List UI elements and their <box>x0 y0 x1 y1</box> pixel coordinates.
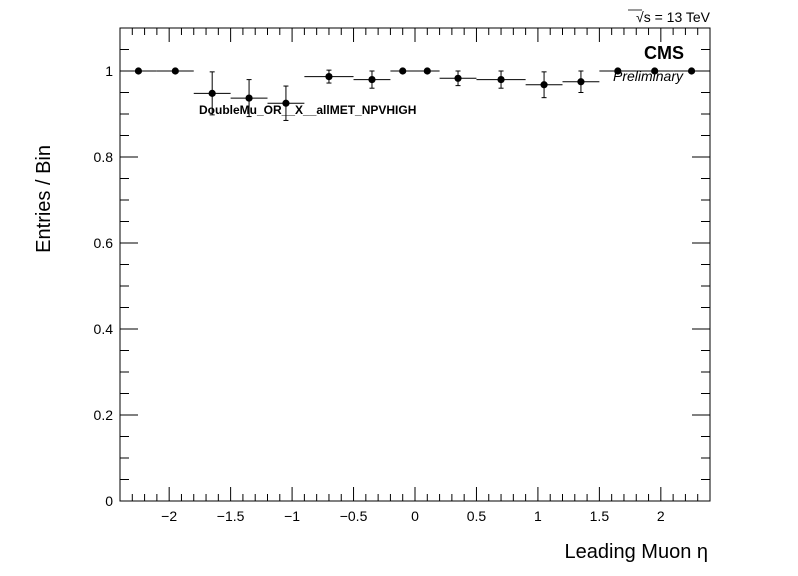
data-point <box>415 67 440 75</box>
data-point <box>673 67 710 75</box>
data-point <box>562 70 600 93</box>
x-tick-label: −1.5 <box>217 508 245 524</box>
data-marker <box>171 67 179 75</box>
data-marker <box>208 89 216 97</box>
x-tick-label: 0.5 <box>467 508 487 524</box>
data-marker <box>134 67 143 75</box>
energy-sqrt-s: √s <box>636 9 651 25</box>
data-point <box>120 67 157 75</box>
data-marker <box>325 72 333 81</box>
data-points <box>120 67 710 121</box>
y-tick-label: 1 <box>105 63 113 79</box>
x-tick-label: 2 <box>657 508 665 524</box>
data-marker <box>368 76 376 84</box>
x-tick-label: 1.5 <box>590 508 610 524</box>
data-point <box>267 85 305 121</box>
data-marker <box>497 76 505 84</box>
data-point <box>636 67 674 75</box>
data-point <box>353 70 391 89</box>
y-tick-label: 0.6 <box>94 235 114 251</box>
y-tick-label: 0.8 <box>94 149 114 165</box>
data-point <box>525 71 563 99</box>
data-marker <box>454 74 462 82</box>
cms-label: CMS <box>644 43 684 63</box>
data-point <box>599 67 637 75</box>
x-tick-label: −0.5 <box>340 508 368 524</box>
x-tick-label: 1 <box>534 508 542 524</box>
x-tick-label: −2 <box>161 508 177 524</box>
y-axis-label: Entries / Bin <box>33 145 55 253</box>
data-marker <box>423 67 431 75</box>
energy-value: = 13 TeV <box>651 9 711 25</box>
energy-label: √s = 13 TeV <box>636 9 711 25</box>
data-marker <box>540 81 548 89</box>
axis-ticks <box>119 27 711 502</box>
x-tick-label: 0 <box>411 508 419 524</box>
data-point <box>476 70 526 89</box>
y-tick-label: 0 <box>105 493 113 509</box>
data-point <box>230 79 268 118</box>
data-point <box>193 71 231 116</box>
data-marker <box>614 67 622 75</box>
data-point <box>304 69 354 84</box>
y-tick-labels: 0 0.2 0.4 0.6 0.8 1 <box>94 63 114 509</box>
x-axis-label: Leading Muon η <box>565 541 708 563</box>
trigger-label: DoubleMu_OR__X__allMET_NPVHIGH <box>199 103 416 117</box>
data-marker <box>687 67 696 75</box>
y-tick-label: 0.2 <box>94 407 114 423</box>
data-marker <box>245 94 253 102</box>
data-point <box>439 70 477 87</box>
x-tick-label: −1 <box>284 508 300 524</box>
data-point <box>390 67 415 75</box>
y-tick-label: 0.4 <box>94 321 114 337</box>
data-marker <box>399 67 407 75</box>
x-tick-labels: −2 −1.5 −1 −0.5 0 0.5 1 1.5 2 <box>161 508 665 524</box>
data-marker <box>651 67 659 75</box>
data-marker <box>282 99 290 107</box>
data-point <box>156 67 194 75</box>
data-marker <box>577 78 585 86</box>
preliminary-label: Preliminary <box>613 68 684 84</box>
